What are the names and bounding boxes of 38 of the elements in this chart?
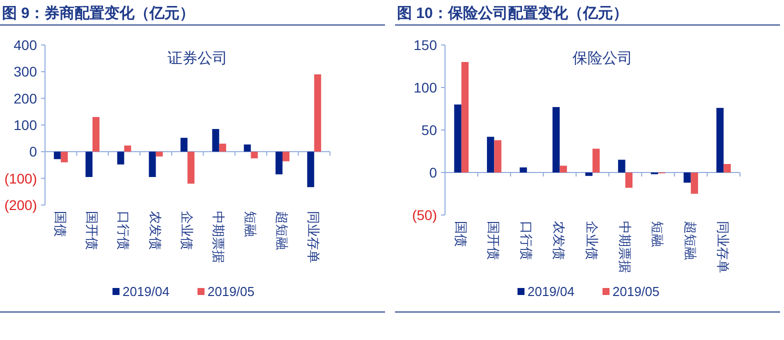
chart-title: 图 10：保险公司配置变化（亿元） (397, 4, 628, 22)
y-tick-label: 300 (14, 64, 38, 80)
y-tick-label: 400 (14, 37, 38, 53)
x-tick-label: 企业债 (180, 211, 194, 250)
x-tick-label: 超短融 (274, 211, 290, 250)
y-tick-label: 100 (14, 117, 38, 133)
y-tick-label: (200) (4, 197, 37, 213)
x-tick-label: 农发债 (552, 221, 567, 260)
legend-label: 2019/05 (612, 284, 660, 299)
x-tick-label: 口行债 (116, 211, 132, 250)
x-tick-label: 超短融 (682, 221, 698, 260)
y-tick-label: (100) (4, 170, 37, 186)
x-tick-label: 中期票据 (211, 211, 226, 263)
y-tick-label: 200 (14, 90, 38, 106)
x-tick-label: 同业存单 (716, 221, 731, 273)
y-tick-label: 0 (29, 144, 38, 160)
y-tick-label: 150 (414, 37, 438, 53)
x-tick-label: 国债 (453, 221, 468, 247)
y-tick-label: 50 (421, 122, 438, 138)
x-tick-label: 国债 (52, 211, 68, 237)
x-tick-label: 农发债 (148, 211, 163, 250)
legend-label: 2019/05 (208, 284, 254, 299)
y-tick-label: 100 (414, 80, 438, 96)
y-tick-label: (50) (412, 207, 437, 223)
x-tick-label: 国开债 (486, 221, 502, 260)
x-tick-label: 同业存单 (306, 211, 322, 263)
x-tick-label: 短融 (650, 221, 666, 247)
chart-subtitle: 证券公司 (168, 50, 228, 67)
x-tick-label: 口行债 (518, 221, 534, 260)
x-tick-label: 企业债 (584, 221, 600, 260)
x-tick-label: 国开债 (84, 211, 100, 250)
y-tick-label: 0 (429, 164, 438, 180)
chart-subtitle: 保险公司 (572, 50, 632, 67)
legend-label: 2019/04 (122, 284, 170, 299)
x-tick-label: 中期票据 (617, 221, 632, 273)
x-tick-label: 短融 (242, 211, 258, 237)
legend-label: 2019/04 (528, 284, 574, 299)
chart-title: 图 9：券商配置变化（亿元） (2, 4, 195, 22)
